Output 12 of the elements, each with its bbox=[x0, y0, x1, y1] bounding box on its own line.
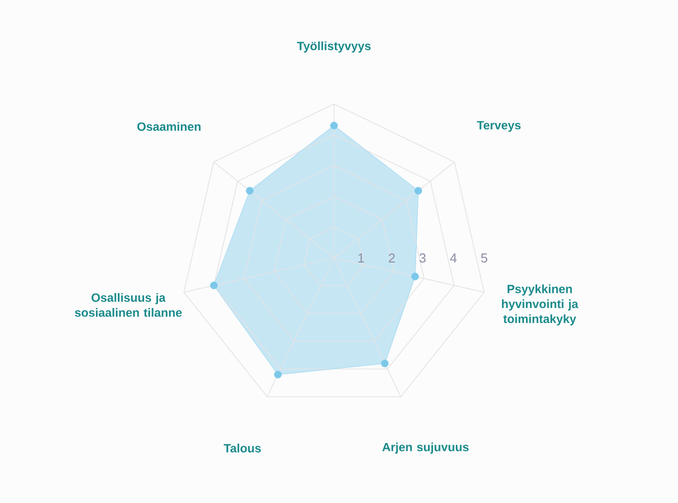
spoke-label: Osaaminen bbox=[137, 122, 201, 131]
y-tick-label: 3 bbox=[420, 253, 426, 263]
spoke-label: Osallisuus ja sosiaalinen tilanne bbox=[74, 293, 182, 317]
y-tick-label: 2 bbox=[388, 253, 395, 263]
y-tick-label: 4 bbox=[450, 254, 457, 262]
spoke-label: Talous bbox=[224, 444, 261, 452]
spoke-label: Psyykkinen hyvinvointi ja toimintakyky bbox=[502, 284, 578, 326]
y-tick-label: 5 bbox=[481, 253, 488, 263]
y-tick-label: 1 bbox=[358, 254, 364, 262]
spoke-label: Terveys bbox=[476, 121, 521, 132]
spoke-label: Arjen sujuvuus bbox=[382, 442, 469, 454]
spoke-label: Työllistyvyys bbox=[297, 41, 371, 53]
